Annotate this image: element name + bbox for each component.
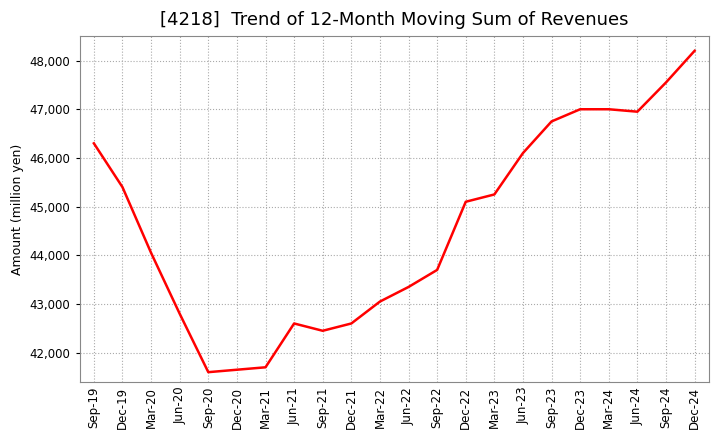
Title: [4218]  Trend of 12-Month Moving Sum of Revenues: [4218] Trend of 12-Month Moving Sum of R… — [160, 11, 629, 29]
Y-axis label: Amount (million yen): Amount (million yen) — [11, 143, 24, 275]
